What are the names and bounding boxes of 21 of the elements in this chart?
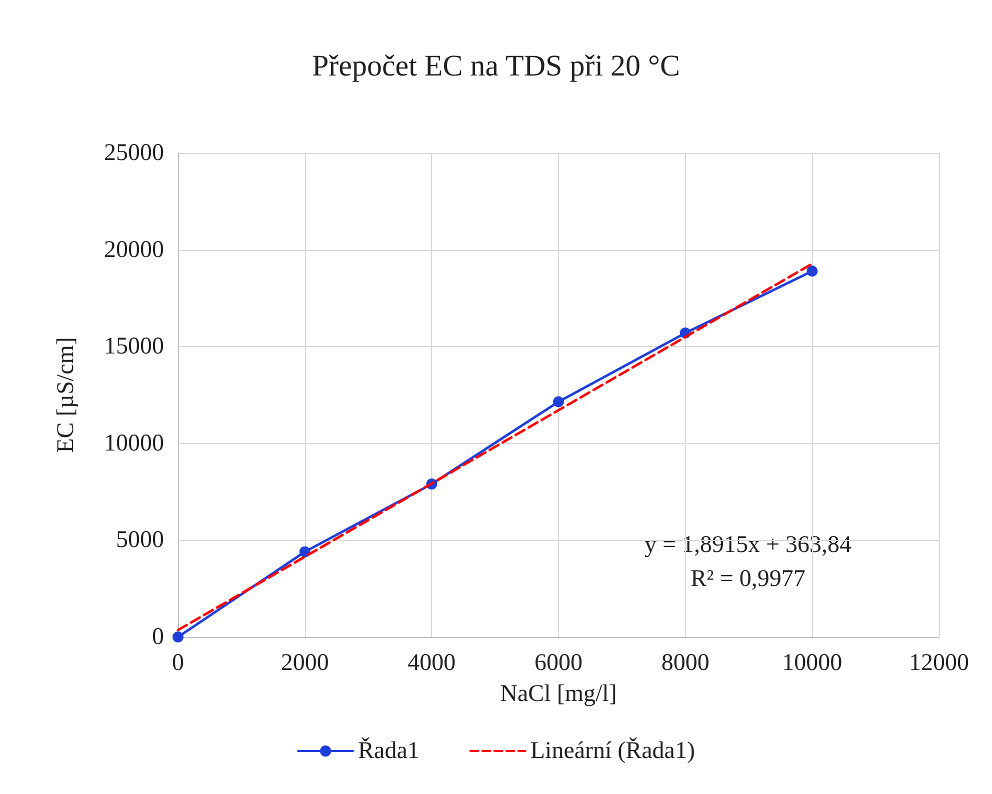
x-tick-label: 4000 (408, 650, 456, 676)
legend-label: Řada1 (358, 737, 420, 764)
x-tick-label: 12000 (909, 650, 969, 676)
y-tick-label: 25000 (104, 140, 164, 166)
y-tick-label: 10000 (104, 430, 164, 456)
x-axis-title: NaCl [mg/l] (500, 681, 617, 707)
x-tick-label: 2000 (280, 650, 329, 676)
y-tick-label: 15000 (104, 334, 164, 360)
y-axis-title: EC [µS/cm] (53, 337, 79, 453)
chart-title: Přepočet EC na TDS při 20 °C (312, 50, 680, 82)
point (553, 396, 564, 408)
y-tick-label: 20000 (104, 236, 164, 263)
point (172, 632, 184, 642)
point (806, 266, 818, 277)
y-tick-label: 5000 (116, 527, 164, 554)
x-tick-label: 8000 (661, 650, 710, 676)
x-tick-label: 10000 (782, 650, 842, 676)
legend-label: Lineární (Řada1) (530, 737, 695, 764)
x-tick-label: 0 (172, 650, 184, 676)
y-tick-label: 0 (152, 624, 164, 650)
x-tick-label: 6000 (534, 650, 582, 676)
